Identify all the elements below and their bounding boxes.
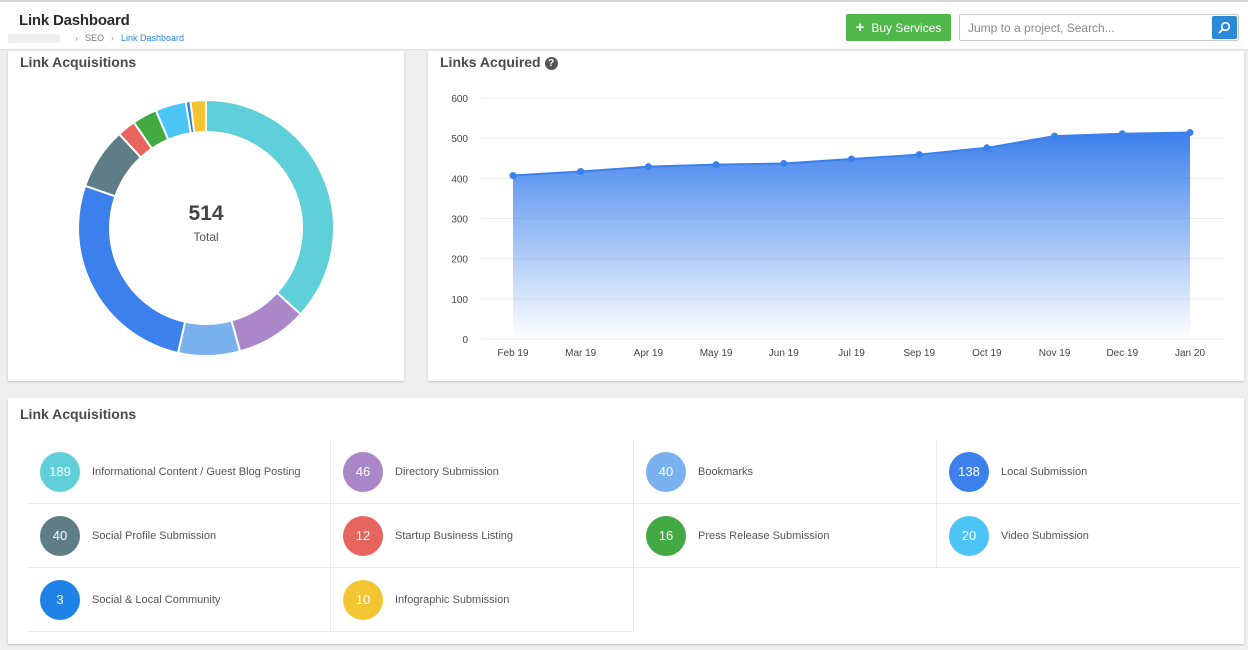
donut-card-title: Link Acquisitions (20, 54, 137, 70)
data-point[interactable] (1118, 130, 1126, 138)
top-bar: Link Dashboard › SEO › Link Dashboard + … (0, 0, 1248, 50)
donut-slice[interactable] (176, 319, 242, 357)
legend-card: Link Acquisitions 189 Informational Conte… (8, 398, 1244, 644)
x-tick-label: Mar 19 (565, 348, 597, 359)
x-tick-label: Feb 19 (497, 348, 529, 359)
legend-item[interactable]: 40 Social Profile Submission (28, 504, 331, 568)
links-acquired-title-text: Links Acquired (440, 54, 541, 70)
area-fill (513, 132, 1190, 339)
data-point[interactable] (644, 163, 652, 171)
legend-item[interactable]: 46 Directory Submission (331, 440, 634, 504)
links-acquired-card: Links Acquired? 0 100 200 300 400 500 600 Feb 1… (428, 51, 1244, 381)
legend-item[interactable]: 10 Infographic Submission (331, 568, 634, 632)
donut-total-value: 514 (188, 202, 224, 225)
x-tick-label: Jun 19 (769, 348, 799, 359)
data-point[interactable] (577, 168, 585, 176)
y-tick-label: 100 (451, 295, 468, 306)
legend-item[interactable]: 40 Bookmarks (634, 440, 937, 504)
legend-count-badge: 20 (949, 515, 989, 556)
y-tick-label: 400 (451, 174, 468, 185)
legend-label: Social & Local Community (92, 593, 221, 606)
donut-chart (77, 98, 335, 357)
x-tick-label: Sep 19 (903, 348, 935, 359)
data-point[interactable] (848, 155, 855, 163)
x-tick-label: Nov 19 (1039, 348, 1071, 359)
legend-item[interactable]: 16 Press Release Submission (634, 504, 937, 568)
donut-total-label: Total (193, 230, 219, 244)
x-tick-label: Oct 19 (972, 348, 1002, 359)
data-point[interactable] (1051, 132, 1059, 140)
legend-item[interactable]: 189 Informational Content / Guest Blog Po… (28, 440, 331, 504)
data-point[interactable] (780, 159, 788, 167)
legend-label: Local Submission (1001, 465, 1088, 478)
legend-label: Infographic Submission (395, 593, 510, 606)
donut-card: Link Acquisitions 514 Total (8, 51, 404, 381)
buy-services-label: Buy Services (871, 20, 942, 35)
y-tick-label: 600 (451, 94, 468, 105)
y-tick-label: 300 (451, 215, 468, 226)
legend-label: Press Release Submission (698, 529, 830, 542)
x-tick-label: Apr 19 (634, 348, 664, 359)
legend-count-badge: 12 (343, 515, 383, 556)
data-point[interactable] (983, 144, 991, 152)
legend-label: Startup Business Listing (395, 529, 514, 542)
search-button[interactable] (1212, 16, 1237, 39)
legend-item[interactable]: 138 Local Submission (937, 440, 1240, 504)
breadcrumb-blurred-root (8, 33, 60, 43)
search-box (959, 14, 1239, 41)
legend-item[interactable]: 3 Social & Local Community (28, 568, 331, 632)
chevron-right-icon: › (75, 33, 78, 43)
legend-count-badge: 10 (343, 579, 383, 620)
x-tick-label: Jul 19 (838, 348, 865, 359)
x-tick-label: Jan 20 (1175, 348, 1205, 359)
legend-item[interactable]: 12 Startup Business Listing (331, 504, 634, 568)
data-point[interactable] (509, 172, 517, 180)
data-point[interactable] (712, 161, 720, 169)
legend-count-badge: 3 (40, 579, 80, 620)
legend-count-badge: 16 (646, 515, 686, 556)
legend-item[interactable]: 20 Video Submission (937, 504, 1240, 568)
legend-grid: 189 Informational Content / Guest Blog Po… (28, 440, 1240, 632)
legend-card-title: Link Acquisitions (20, 406, 137, 422)
legend-label: Directory Submission (395, 465, 499, 478)
area-chart: 0 100 200 300 400 500 600 Feb 19 Mar 19 Apr 19 May… (451, 94, 1224, 359)
links-acquired-title: Links Acquired? (440, 54, 558, 70)
buy-services-button[interactable]: + Buy Services (846, 14, 951, 41)
legend-count-badge: 40 (646, 451, 686, 492)
legend-label: Social Profile Submission (92, 529, 217, 542)
legend-count-badge: 138 (949, 451, 989, 492)
legend-count-badge: 189 (40, 451, 80, 492)
data-point[interactable] (915, 151, 923, 159)
search-icon (1218, 21, 1231, 34)
y-tick-label: 500 (451, 134, 468, 145)
y-tick-label: 0 (462, 335, 468, 346)
chevron-right-icon: › (111, 33, 115, 43)
legend-count-badge: 46 (343, 451, 383, 492)
breadcrumb: › SEO › Link Dashboard (8, 33, 184, 43)
legend-label: Informational Content / Guest Blog Posti… (92, 465, 301, 478)
legend-count-badge: 40 (40, 515, 80, 556)
x-tick-label: May 19 (700, 348, 733, 359)
x-tick-label: Dec 19 (1106, 348, 1138, 359)
help-icon[interactable]: ? (544, 57, 558, 70)
data-point[interactable] (1186, 129, 1194, 137)
legend-label: Bookmarks (698, 465, 754, 478)
donut-slice[interactable] (189, 98, 207, 134)
legend-label: Video Submission (1001, 529, 1089, 542)
plus-icon: + (855, 19, 865, 36)
search-input[interactable] (960, 15, 1212, 40)
y-tick-label: 200 (451, 255, 468, 266)
breadcrumb-item-seo[interactable]: SEO (85, 33, 105, 43)
breadcrumb-item-current[interactable]: Link Dashboard (121, 33, 185, 43)
page-title: Link Dashboard (19, 12, 130, 29)
